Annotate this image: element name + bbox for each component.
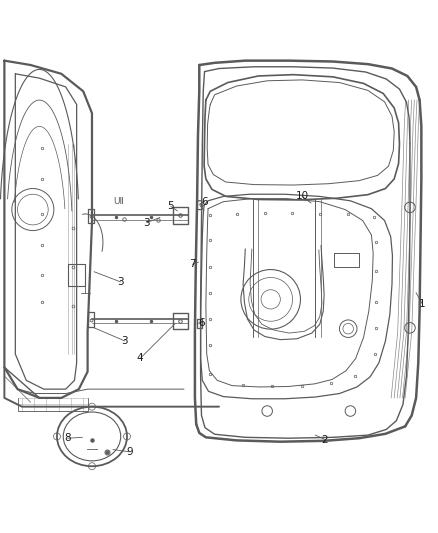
Text: 3: 3 bbox=[143, 217, 150, 228]
Text: 3: 3 bbox=[117, 277, 124, 287]
Text: 6: 6 bbox=[201, 197, 208, 207]
Text: 10: 10 bbox=[296, 191, 309, 201]
Text: 8: 8 bbox=[64, 433, 71, 443]
Text: 7: 7 bbox=[189, 260, 196, 269]
Text: 4: 4 bbox=[137, 353, 144, 364]
Text: 6: 6 bbox=[198, 318, 205, 328]
Text: 3: 3 bbox=[121, 336, 128, 346]
Text: 5: 5 bbox=[167, 201, 174, 212]
Text: 1: 1 bbox=[419, 298, 426, 309]
Text: 2: 2 bbox=[321, 434, 328, 445]
Text: 9: 9 bbox=[126, 447, 133, 457]
Text: UⅡ: UⅡ bbox=[113, 197, 124, 206]
